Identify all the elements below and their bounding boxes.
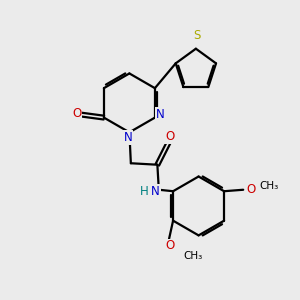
Text: CH₃: CH₃ <box>260 181 279 191</box>
Text: S: S <box>193 29 200 42</box>
Text: O: O <box>166 239 175 253</box>
Text: H: H <box>140 185 148 198</box>
Text: O: O <box>247 183 256 196</box>
Text: N: N <box>151 185 160 198</box>
Text: O: O <box>72 107 81 120</box>
Text: N: N <box>156 108 165 121</box>
Text: N: N <box>124 131 132 144</box>
Text: O: O <box>165 130 175 143</box>
Text: CH₃: CH₃ <box>183 251 202 261</box>
